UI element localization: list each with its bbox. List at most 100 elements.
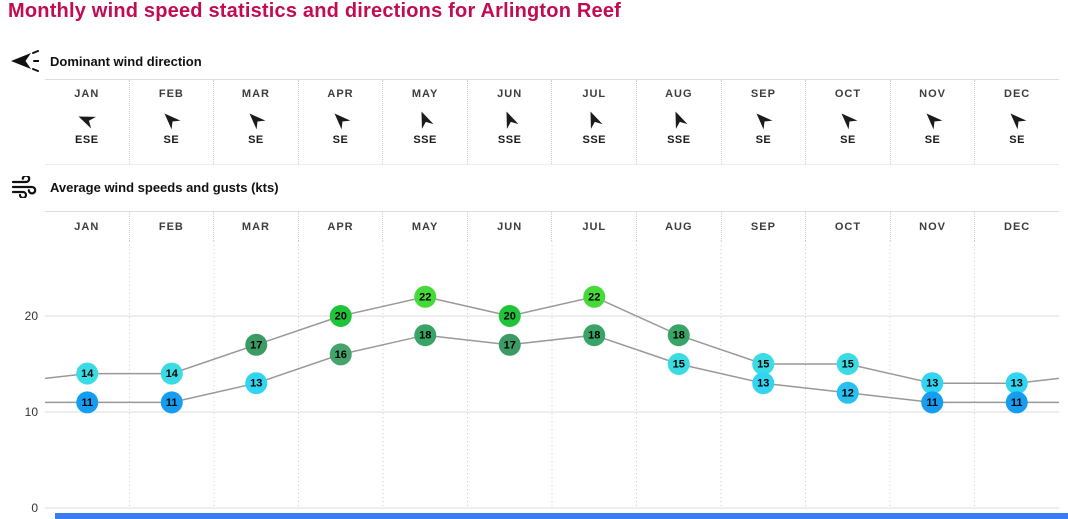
month-label: AUG xyxy=(665,88,693,100)
wind-direction-arrow xyxy=(584,107,604,133)
direction-section-heading: Dominant wind direction xyxy=(8,48,202,74)
svg-text:18: 18 xyxy=(419,330,431,342)
chart-month-cell: JUL xyxy=(551,212,636,241)
speed-chart-svg: 14 14 17 20 22 20 22 18 15 15 13 13 11 11 13 16 18 17 18 15… xyxy=(45,241,1059,509)
direction-label: SSE xyxy=(667,134,691,146)
month-label: MAY xyxy=(411,220,439,233)
svg-text:20: 20 xyxy=(504,311,516,323)
svg-text:14: 14 xyxy=(81,368,94,380)
svg-text:20: 20 xyxy=(335,311,347,323)
wind-direction-arrow xyxy=(838,107,858,133)
chart-month-cell: JAN xyxy=(45,212,129,241)
wind-direction-arrow xyxy=(923,107,943,133)
chart-month-cell: MAY xyxy=(382,212,467,241)
month-label: DEC xyxy=(1004,220,1031,233)
month-label: MAY xyxy=(411,88,439,100)
svg-text:11: 11 xyxy=(166,397,178,409)
wind-direction-arrow xyxy=(331,107,351,133)
direction-column: MAR SE xyxy=(213,80,298,164)
svg-text:17: 17 xyxy=(250,339,262,351)
svg-text:15: 15 xyxy=(842,359,854,371)
month-label: JAN xyxy=(74,88,100,100)
svg-text:11: 11 xyxy=(926,397,938,409)
wind-speed-bubble: 11 xyxy=(160,391,183,414)
wind-speed-bubble: 13 xyxy=(752,372,775,395)
direction-column: JUN SSE xyxy=(466,80,552,164)
svg-text:16: 16 xyxy=(335,349,347,361)
svg-text:11: 11 xyxy=(81,397,93,409)
direction-column: MAY SSE xyxy=(382,80,467,164)
wind-speed-bubble: 15 xyxy=(836,353,859,375)
svg-text:18: 18 xyxy=(588,330,600,342)
direction-label: SSE xyxy=(497,134,522,146)
page-title: Monthly wind speed statistics and direct… xyxy=(8,0,622,22)
wind-speed-bubble: 12 xyxy=(836,381,859,404)
wind-speed-bubble: 22 xyxy=(414,285,437,308)
month-label: NOV xyxy=(919,88,946,100)
chart-month-cell: AUG xyxy=(636,212,721,241)
month-label: OCT xyxy=(834,88,862,100)
wind-direction-arrow xyxy=(246,107,266,133)
month-label: FEB xyxy=(158,220,184,233)
chart-month-cell: SEP xyxy=(720,212,806,241)
svg-text:15: 15 xyxy=(673,359,685,371)
wind-direction-arrow xyxy=(77,107,97,133)
month-label: AUG xyxy=(665,220,693,233)
wind-speed-bubble: 18 xyxy=(583,324,606,347)
svg-text:13: 13 xyxy=(1011,378,1023,390)
wind-speed-bubble: 18 xyxy=(414,324,437,347)
wind-direction-arrow xyxy=(161,107,181,133)
wind-direction-arrow xyxy=(415,107,435,133)
direction-label: SE xyxy=(248,134,264,146)
chart-month-cell: MAR xyxy=(213,212,298,241)
direction-label: ESE xyxy=(75,134,99,146)
month-label: JUL xyxy=(582,220,607,233)
wind-speed-bubble: 11 xyxy=(921,391,944,414)
speed-section-title: Average wind speeds and gusts (kts) xyxy=(50,179,279,195)
direction-label: SE xyxy=(332,134,349,146)
wind-direction-arrow xyxy=(500,107,520,133)
y-axis-label: 10 xyxy=(24,405,38,419)
direction-label: SSE xyxy=(413,134,437,146)
wind-speed-bubble: 17 xyxy=(498,333,521,356)
chart-month-cell: FEB xyxy=(128,212,214,241)
svg-text:13: 13 xyxy=(926,378,938,390)
wind-speed-bubble: 18 xyxy=(667,324,690,347)
month-label: MAR xyxy=(241,220,270,233)
svg-text:22: 22 xyxy=(588,291,600,303)
svg-text:18: 18 xyxy=(673,330,685,342)
wind-direction-arrow xyxy=(1007,107,1027,133)
direction-column: APR SE xyxy=(297,80,383,164)
chart-month-cell: NOV xyxy=(889,212,975,241)
chart-month-cell: OCT xyxy=(805,212,890,241)
wind-speed-bubble: 20 xyxy=(498,305,521,327)
wind-speed-bubble: 16 xyxy=(329,343,352,366)
month-label: JUN xyxy=(497,88,523,100)
month-label: APR xyxy=(327,220,354,233)
wind-speed-bubble: 15 xyxy=(667,353,690,375)
month-label: FEB xyxy=(158,88,184,100)
direction-section-title: Dominant wind direction xyxy=(50,53,202,69)
month-label: MAR xyxy=(241,88,270,100)
wind-speed-bubble: 14 xyxy=(76,362,99,385)
direction-column: JUL SSE xyxy=(551,80,636,164)
direction-label: SE xyxy=(840,134,856,146)
wind-speed-bubble: 15 xyxy=(752,353,775,375)
chart-month-cell: JUN xyxy=(466,212,552,241)
svg-text:13: 13 xyxy=(757,378,769,390)
wind-speed-bubble: 13 xyxy=(245,372,268,395)
direction-column: AUG SSE xyxy=(636,80,721,164)
direction-column: OCT SE xyxy=(805,80,890,164)
wind-speed-bubble: 17 xyxy=(245,333,268,356)
month-label: SEP xyxy=(750,88,776,100)
wind-direction-arrow xyxy=(669,107,689,133)
direction-column: SEP SE xyxy=(720,80,806,164)
direction-table: JAN ESE FEB SE MAR SE APR SE MAY SSE JUN SSE JUL SSE A… xyxy=(45,79,1059,165)
direction-column: DEC SE xyxy=(974,80,1059,164)
wind-speed-bubble: 14 xyxy=(160,362,183,385)
svg-text:12: 12 xyxy=(842,387,854,399)
month-label: NOV xyxy=(919,220,946,233)
svg-text:17: 17 xyxy=(504,339,516,351)
y-axis-label: 20 xyxy=(24,309,38,323)
